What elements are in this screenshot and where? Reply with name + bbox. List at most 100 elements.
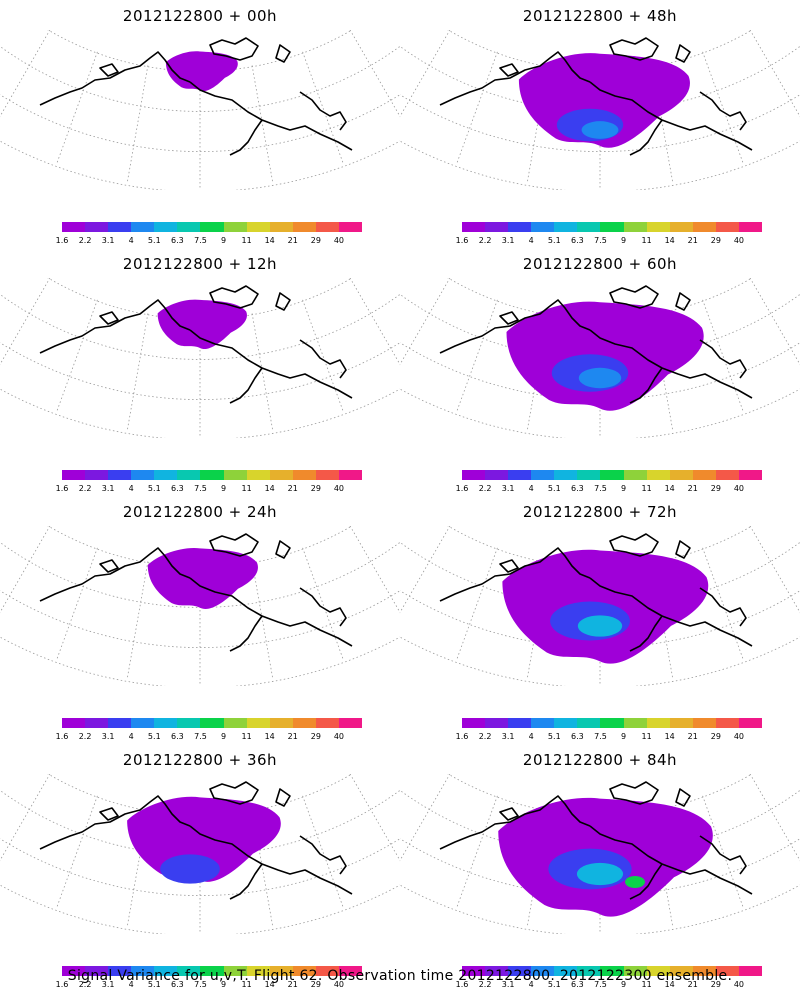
meridian-line bbox=[349, 774, 400, 862]
panel-title: 2012122800 + 84h bbox=[522, 751, 678, 769]
coastline-segment bbox=[675, 292, 691, 311]
forecast-panel-12h: 2012122800 + 12h 1.6 2.2 3.1 4 5.1 6.3 7.5 9 11 1… bbox=[0, 248, 400, 496]
panel-title: 2012122800 + 72h bbox=[522, 503, 678, 521]
coastline-segment bbox=[589, 81, 753, 151]
forecast-panel-72h: 2012122800 + 72h 1.6 2.2 3.1 4 5.1 6.3 7.5 9 11 1… bbox=[400, 496, 800, 744]
colorbar-segment bbox=[669, 718, 693, 728]
colorbar-segment bbox=[85, 966, 109, 976]
colorbar-segment bbox=[508, 718, 532, 728]
colorbar-segment bbox=[108, 470, 132, 480]
colorbar-segment bbox=[338, 966, 363, 976]
meridian-line bbox=[55, 547, 98, 661]
meridian-line bbox=[349, 278, 400, 366]
colorbar-tick-label: 7.5 bbox=[594, 732, 607, 741]
colorbar-tick-label: 1.6 bbox=[455, 980, 469, 989]
colorbar-tick-label: 11 bbox=[241, 236, 252, 245]
colorbar-segment bbox=[531, 966, 555, 976]
colorbar-tick-label: 7.5 bbox=[194, 484, 207, 493]
meridian-line bbox=[455, 795, 498, 909]
meridian-line bbox=[0, 278, 7, 340]
variance-core bbox=[160, 854, 220, 884]
meridian-line bbox=[455, 299, 498, 413]
colorbar-tick-label: 1.6 bbox=[455, 484, 469, 493]
colorbar-tick-label: 5.1 bbox=[547, 236, 561, 245]
colorbar-segment bbox=[531, 718, 555, 728]
colorbar-segment bbox=[246, 966, 270, 976]
coastline-segment bbox=[299, 835, 347, 875]
colorbar-segment bbox=[269, 966, 293, 976]
colorbar-tick-label: 7.5 bbox=[194, 980, 207, 989]
meridian-line bbox=[455, 547, 498, 661]
colorbar-segment bbox=[554, 470, 578, 480]
coastline-segment bbox=[699, 835, 747, 875]
panel-title: 2012122800 + 24h bbox=[122, 503, 278, 521]
variance-region bbox=[165, 51, 238, 92]
colorbar-tick-label: 3.1 bbox=[101, 732, 115, 741]
colorbar-segment bbox=[462, 470, 486, 480]
colorbar-segment bbox=[131, 222, 155, 232]
colorbar-segment bbox=[462, 966, 486, 976]
colorbar-tick-label: 14 bbox=[264, 484, 275, 493]
colorbar-tick-label: 3.1 bbox=[501, 484, 515, 493]
colorbar-tick-label: 5.1 bbox=[547, 484, 561, 493]
colorbar-segment bbox=[269, 470, 293, 480]
coastline-segment bbox=[439, 547, 591, 602]
meridian-line bbox=[702, 795, 745, 909]
colorbar-segment bbox=[131, 470, 155, 480]
panel-title: 2012122800 + 60h bbox=[522, 255, 678, 273]
coastline-segment bbox=[209, 285, 259, 309]
colorbar-tick-label: 2.2 bbox=[478, 980, 492, 989]
coastline-segment bbox=[499, 807, 519, 821]
colorbar-segment bbox=[577, 470, 601, 480]
coastline-segment bbox=[609, 533, 659, 557]
coastline-segment bbox=[299, 339, 347, 379]
colorbar-tick-label: 9 bbox=[620, 484, 627, 493]
colorbar-tick-label: 11 bbox=[241, 980, 252, 989]
colorbar-segment bbox=[646, 222, 670, 232]
colorbar-segment bbox=[62, 222, 86, 232]
colorbar-tick-label: 6.3 bbox=[171, 732, 184, 741]
colorbar-tick-label: 5.1 bbox=[147, 484, 161, 493]
meridian-line bbox=[749, 30, 800, 118]
meridian-line bbox=[393, 30, 400, 92]
colorbar-segment bbox=[577, 966, 601, 976]
forecast-map bbox=[0, 30, 400, 190]
colorbar-segment bbox=[485, 718, 509, 728]
colorbar-tick-label: 14 bbox=[264, 732, 275, 741]
colorbar-tick-label: 7.5 bbox=[194, 236, 207, 245]
colorbar-tick-label: 5.1 bbox=[147, 732, 161, 741]
colorbar-tick-label: 2.2 bbox=[478, 236, 492, 245]
meridian-line bbox=[400, 278, 451, 366]
coastline-segment bbox=[439, 51, 591, 106]
colorbar-segment bbox=[338, 222, 363, 232]
colorbar-ticks: 1.6 2.2 3.1 4 5.1 6.3 7.5 9 11 14 21 29 40 bbox=[56, 484, 362, 494]
colorbar-segment bbox=[108, 222, 132, 232]
colorbar-segment bbox=[223, 718, 247, 728]
colorbar-segment bbox=[85, 222, 109, 232]
forecast-panel-36h: 2012122800 + 36h 1.6 2.2 3.1 4 5.1 6.3 7.5 9 11 1… bbox=[0, 744, 400, 992]
colorbar-segment bbox=[623, 966, 647, 976]
colorbar-tick-label: 2.2 bbox=[78, 236, 92, 245]
colorbar-tick-label: 5.1 bbox=[547, 732, 561, 741]
colorbar-segment bbox=[338, 718, 363, 728]
colorbar-segment bbox=[669, 470, 693, 480]
coastline bbox=[39, 285, 353, 404]
colorbar-segment bbox=[692, 470, 716, 480]
coastline-segment bbox=[299, 91, 347, 131]
coastline-segment bbox=[275, 292, 291, 311]
colorbar bbox=[462, 966, 763, 976]
meridian-line bbox=[0, 30, 51, 118]
colorbar-segment bbox=[223, 966, 247, 976]
panel-title: 2012122800 + 48h bbox=[522, 7, 678, 25]
colorbar-segment bbox=[600, 718, 624, 728]
meridian-line bbox=[251, 561, 274, 680]
coastline bbox=[439, 37, 753, 156]
colorbar-tick-label: 3.1 bbox=[101, 980, 115, 989]
meridian-line bbox=[400, 30, 407, 92]
coastline-segment bbox=[39, 299, 191, 354]
colorbar-tick-label: 1.6 bbox=[55, 484, 69, 493]
variance-core bbox=[577, 615, 623, 637]
coastline-segment bbox=[699, 339, 747, 379]
coastline-segment bbox=[189, 577, 353, 647]
forecast-panel-84h: 2012122800 + 84h 1.6 2.2 3.1 4 5.1 6.3 7.5 9 11 1… bbox=[400, 744, 800, 992]
